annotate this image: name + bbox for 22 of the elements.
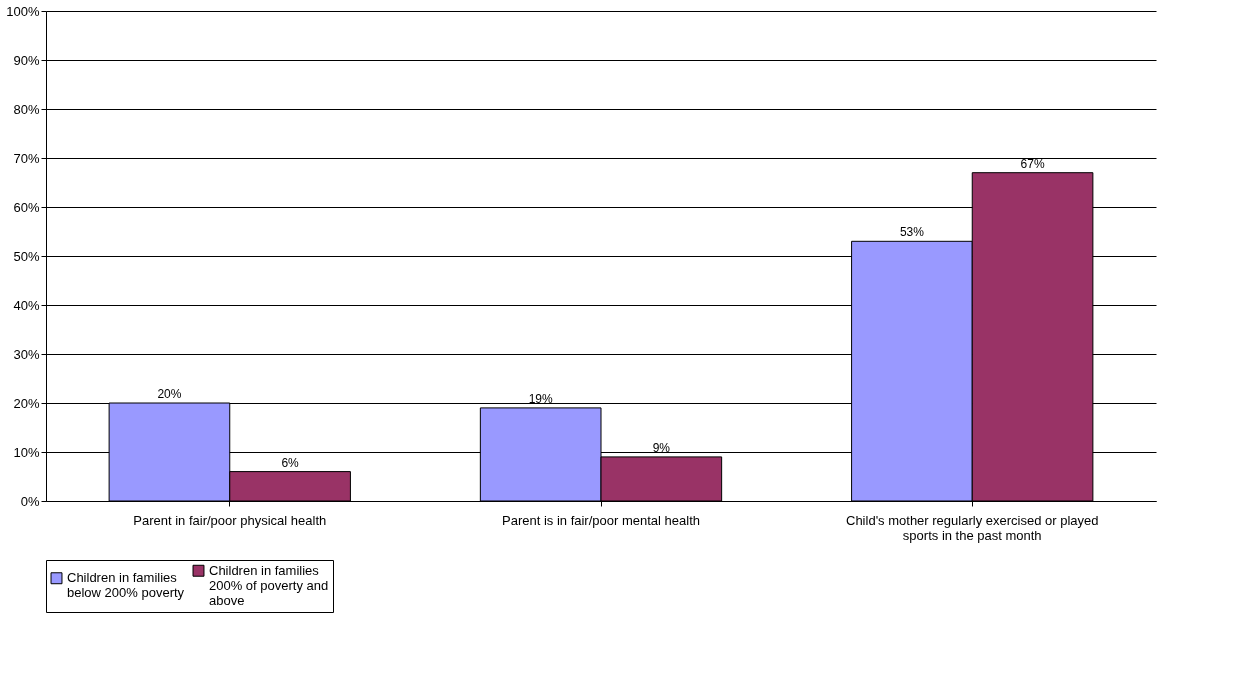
x-tick-label: Parent in fair/poor physical health <box>133 512 327 528</box>
y-tick-label: 60% <box>13 199 40 215</box>
y-tick-label: 90% <box>13 52 40 68</box>
data-label: 9% <box>652 440 671 455</box>
y-tick-label: 0% <box>20 493 40 509</box>
legend-label: Children in families below 200% poverty <box>67 570 185 601</box>
data-label: 20% <box>157 387 182 401</box>
data-label: 53% <box>899 225 925 240</box>
y-tick-label: 30% <box>13 346 40 362</box>
data-label: 19% <box>528 391 554 406</box>
y-tick-label: 100% <box>6 3 40 19</box>
y-tick-label: 50% <box>13 248 40 264</box>
y-tick-label: 40% <box>13 297 40 313</box>
y-tick-label: 70% <box>13 150 40 166</box>
data-label: 6% <box>281 455 300 470</box>
y-tick-label: 20% <box>13 395 40 411</box>
legend-label: Children in families 200% of poverty and above <box>209 562 329 608</box>
y-tick-label: 80% <box>13 101 40 117</box>
data-label: 67% <box>1020 156 1045 171</box>
x-tick-label: Child's mother regularly exercised or played sports in the past month <box>846 512 1099 543</box>
y-tick-label: 10% <box>13 444 40 460</box>
x-tick-label: Parent is in fair/poor mental health <box>502 512 700 528</box>
